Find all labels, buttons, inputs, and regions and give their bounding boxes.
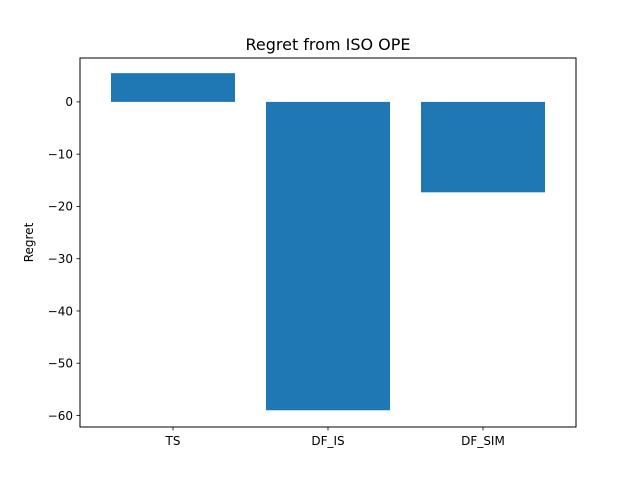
- plot-frame: [79, 57, 577, 428]
- y-tick-label: −50: [48, 357, 73, 371]
- bars-group: [111, 73, 545, 411]
- x-tick-label: DF_SIM: [461, 434, 505, 448]
- bar-ts: [111, 73, 235, 102]
- chart-title: Regret from ISO OPE: [245, 35, 410, 54]
- y-tick-label: −60: [48, 409, 73, 423]
- x-tick-label: TS: [165, 434, 181, 448]
- x-tick-label: DF_IS: [311, 434, 344, 448]
- x-axis: TS DF_IS DF_SIM: [165, 427, 505, 448]
- y-axis: 0 −10 −20 −30 −40 −50 −60: [48, 95, 80, 423]
- bar-df-is: [266, 101, 390, 411]
- y-tick-label: −10: [48, 147, 73, 161]
- y-tick-label: −30: [48, 252, 73, 266]
- y-tick-label: 0: [65, 95, 73, 109]
- y-tick-label: −20: [48, 200, 73, 214]
- y-tick-label: −40: [48, 304, 73, 318]
- y-axis-label: Regret: [22, 222, 36, 262]
- bar-df-sim: [421, 101, 545, 193]
